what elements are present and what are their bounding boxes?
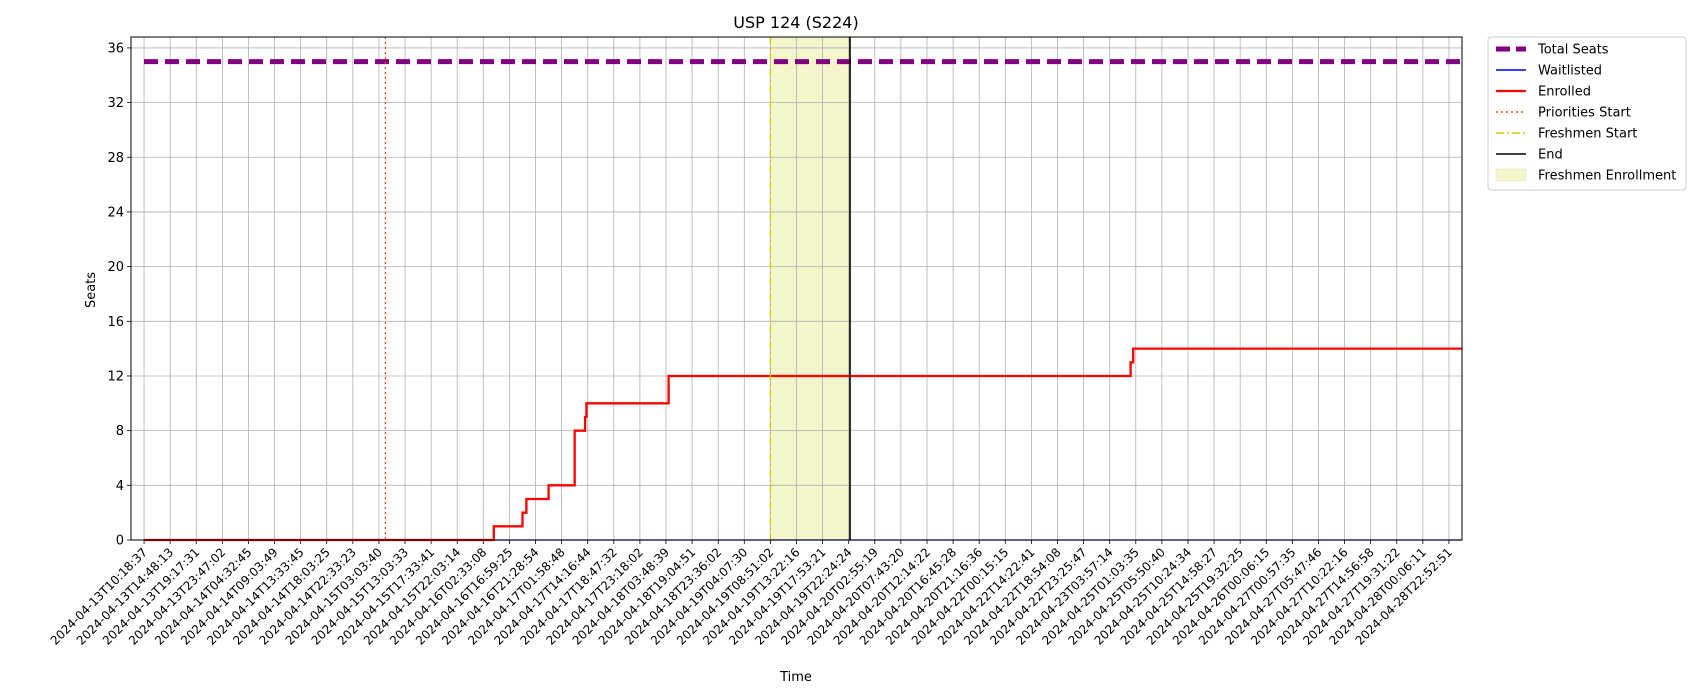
legend-label-freshmen-start: Freshmen Start bbox=[1538, 127, 1637, 142]
plot-area: 2024-04-13T10:18:372024-04-13T14:48:1320… bbox=[48, 36, 1463, 648]
plot-frame bbox=[130, 36, 1463, 541]
series-enrolled bbox=[144, 347, 1462, 542]
legend-swatch-freshmen-enrollment bbox=[1495, 168, 1527, 182]
legend: Total Seats Waitlisted Enrolled Priorities … bbox=[1487, 36, 1687, 191]
y-tick-label: 12 bbox=[107, 369, 124, 384]
legend-label-freshmen-enrollment: Freshmen Enrollment bbox=[1538, 169, 1676, 184]
x-axis-label: Time bbox=[779, 670, 812, 685]
y-tick-label: 36 bbox=[107, 41, 124, 56]
chart-title: USP 124 (S224) bbox=[733, 13, 858, 32]
legend-label-waitlisted: Waitlisted bbox=[1538, 64, 1602, 79]
y-tick-label: 16 bbox=[107, 315, 124, 330]
legend-label-end: End bbox=[1538, 148, 1563, 163]
y-tick-label: 4 bbox=[116, 479, 124, 494]
legend-label-priorities-start: Priorities Start bbox=[1538, 106, 1631, 121]
y-tick-label: 8 bbox=[116, 424, 124, 439]
y-tick-label: 24 bbox=[107, 205, 124, 220]
span-freshmen-enrollment bbox=[770, 37, 851, 540]
y-tick-label: 28 bbox=[107, 151, 124, 166]
y-tick-label: 0 bbox=[116, 534, 124, 549]
y-axis-label: Seats bbox=[84, 272, 99, 308]
legend-label-enrolled: Enrolled bbox=[1538, 85, 1591, 100]
legend-box bbox=[1487, 36, 1687, 191]
legend-label-total-seats: Total Seats bbox=[1537, 43, 1609, 58]
y-tick-label: 20 bbox=[107, 260, 124, 275]
y-tick-label: 32 bbox=[107, 96, 124, 111]
